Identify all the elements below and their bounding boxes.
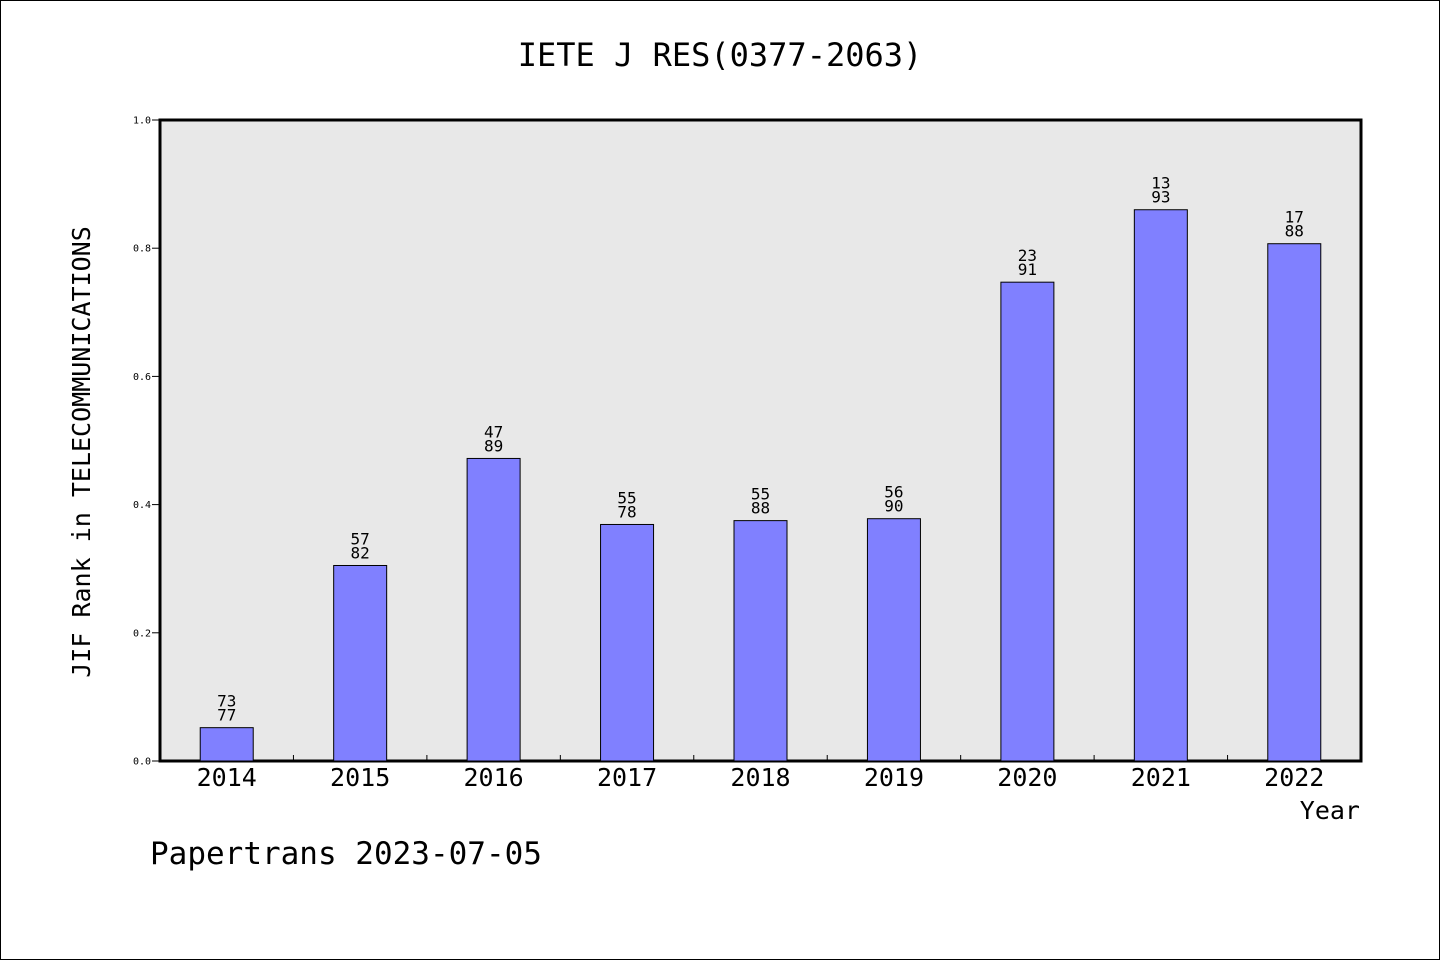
bar-total-label: 90 [884,497,903,516]
y-axis-label: JIF Rank in TELECOMMUNICATIONS [67,226,96,678]
x-tick-label: 2017 [597,763,657,792]
x-tick-label: 2014 [197,763,257,792]
x-axis-label: Year [1300,796,1360,825]
bar-rank-label: 17 [1285,208,1304,227]
footer-text: Papertrans 2023-07-05 [150,836,542,872]
bar [466,457,521,762]
bar-rank-label: 47 [484,422,503,441]
x-tick-label: 2019 [864,763,924,792]
x-tick-label: 2020 [997,763,1057,792]
y-tick-label: 0.0 [133,757,151,768]
bar-rank-label: 23 [1018,246,1037,265]
bar-total-label: 93 [1151,188,1170,207]
bar-rank-label: 55 [751,485,770,504]
bar [866,518,921,762]
y-tick-label: 0.6 [133,372,151,383]
bar-rank-label: 73 [217,692,236,711]
bar-total-label: 82 [351,543,370,562]
bar-rank-label: 57 [351,529,370,548]
bar [1133,209,1188,762]
bar-total-label: 88 [1285,222,1304,241]
y-tick-label: 0.4 [133,500,151,511]
y-axis: 0.0 0.2 0.4 0.6 0.8 1.0 [133,116,160,768]
bar-rank-label: 13 [1151,174,1170,193]
bar-total-label: 77 [217,706,236,725]
bar-total-label: 78 [617,502,636,521]
x-tick-label: 2016 [464,763,524,792]
y-tick-label: 0.2 [133,628,151,639]
bar-rank-label: 56 [884,483,903,502]
bar [333,564,388,762]
bar [600,523,655,762]
x-tick-label: 2015 [330,763,390,792]
x-tick-label: 2018 [730,763,790,792]
x-tick-label: 2022 [1264,763,1324,792]
bar-total-label: 88 [751,499,770,518]
bar [199,727,254,762]
bars [199,209,1322,762]
x-axis: 2014 2015 2016 2017 2018 2019 2020 2021 2022 [197,755,1324,792]
x-tick-label: 2021 [1131,763,1191,792]
bar-rank-label: 55 [617,488,636,507]
bar-total-label: 91 [1018,260,1037,279]
chart-title: IETE J RES(0377-2063) [518,36,923,74]
bar [1267,243,1322,762]
y-tick-label: 1.0 [133,116,151,127]
bar [1000,281,1055,762]
bar-total-label: 89 [484,436,503,455]
y-tick-label: 0.8 [133,244,151,255]
bar [733,520,788,762]
